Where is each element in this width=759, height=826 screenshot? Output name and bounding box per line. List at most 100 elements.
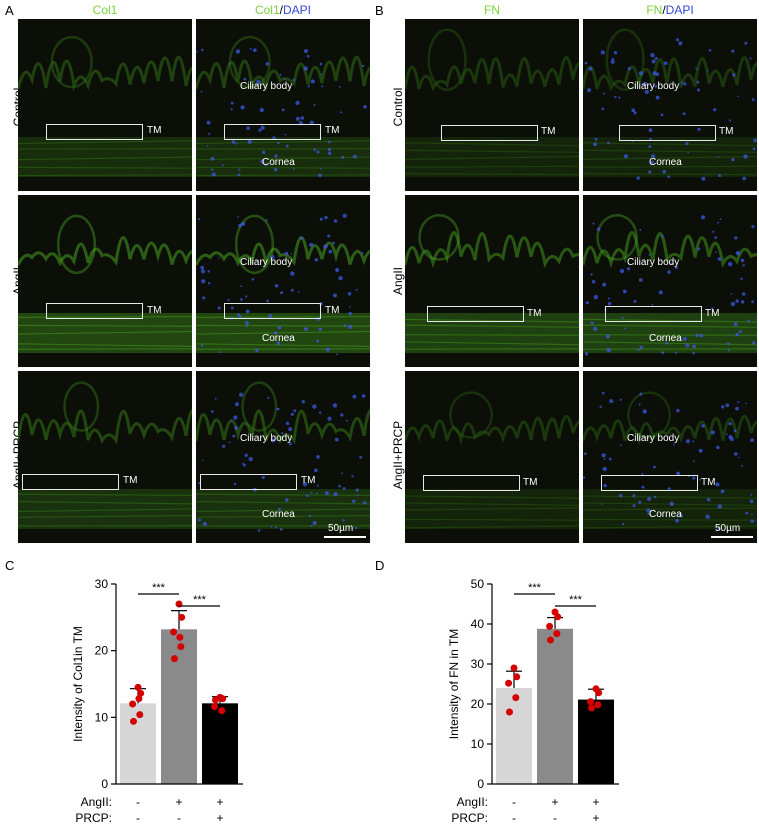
tm-label: TM bbox=[147, 125, 162, 136]
cornea-label: Cornea bbox=[649, 157, 682, 168]
col-header-b2-slash: / bbox=[662, 3, 666, 17]
bar-angii bbox=[161, 629, 197, 784]
y-axis-label: Intensity of Col1in TM bbox=[71, 626, 85, 742]
factor-value: - bbox=[177, 811, 181, 824]
tm-roi-box bbox=[605, 306, 702, 322]
ciliary-body-label: Ciliary body bbox=[627, 257, 680, 268]
factor-label: PRCP: bbox=[75, 811, 112, 824]
tm-label: TM bbox=[523, 477, 538, 488]
data-point bbox=[553, 630, 561, 638]
tm-label: TM bbox=[705, 308, 720, 319]
bar-angii bbox=[537, 628, 573, 784]
tm-roi-box bbox=[200, 474, 297, 490]
data-point bbox=[130, 717, 137, 725]
micrograph-fn-control: TM bbox=[405, 19, 579, 191]
factor-value: + bbox=[216, 795, 223, 809]
col-header-b2-part: DAPI bbox=[665, 3, 694, 17]
col-header-a1: Col1 bbox=[18, 3, 192, 17]
y-tick-label: 10 bbox=[471, 737, 485, 751]
col-header-a2-part: DAPI bbox=[283, 3, 312, 17]
micrograph-fn-angii-prcp: TM bbox=[405, 371, 579, 543]
factor-value: + bbox=[592, 811, 599, 824]
tm-roi-box bbox=[427, 306, 524, 322]
data-point bbox=[588, 704, 595, 712]
col-header-b2: FN/DAPI bbox=[583, 3, 757, 17]
tissue-image bbox=[18, 214, 192, 353]
tm-roi-box bbox=[46, 303, 143, 319]
scale-bar bbox=[324, 536, 366, 538]
col-header-a2-part: Col1 bbox=[254, 3, 280, 17]
cornea-label: Cornea bbox=[649, 509, 682, 520]
factor-value: + bbox=[216, 811, 223, 824]
data-point bbox=[510, 664, 518, 672]
significance-label: *** bbox=[528, 582, 542, 594]
y-tick-label: 20 bbox=[471, 697, 485, 711]
bar-angii-prcp bbox=[202, 703, 238, 784]
micrograph-fn-dapi-control: TM Ciliary body Cornea bbox=[583, 19, 757, 191]
col-header-b2-part: FN bbox=[646, 3, 663, 17]
tissue-image bbox=[405, 28, 579, 177]
data-point bbox=[547, 636, 554, 644]
data-point bbox=[218, 707, 226, 715]
tm-roi-box bbox=[423, 475, 520, 491]
significance-label: *** bbox=[152, 582, 166, 594]
row-label-b-control: Control bbox=[391, 87, 405, 127]
ciliary-body-label: Ciliary body bbox=[240, 433, 293, 444]
panel-letter-a: A bbox=[5, 3, 14, 18]
factor-value: - bbox=[512, 795, 516, 809]
factor-label: PRCP: bbox=[451, 811, 488, 824]
micrograph-col1-dapi-angii: TM Ciliary body Cornea bbox=[196, 195, 370, 367]
data-point bbox=[546, 622, 554, 630]
ciliary-body-label: Ciliary body bbox=[627, 433, 680, 444]
data-point bbox=[513, 673, 521, 681]
data-point bbox=[219, 695, 227, 703]
data-point bbox=[134, 683, 142, 691]
tissue-image bbox=[196, 381, 370, 532]
bar-angii-prcp bbox=[578, 699, 614, 784]
y-tick-label: 20 bbox=[95, 644, 109, 658]
micrograph-fn-dapi-angii: TM Ciliary body Cornea bbox=[583, 195, 757, 367]
y-tick-label: 10 bbox=[95, 710, 109, 724]
panel-letter-b: B bbox=[375, 3, 384, 18]
data-point bbox=[512, 694, 520, 702]
micrograph-col1-dapi-angii-prcp: TM Ciliary body Cornea 50µm bbox=[196, 371, 370, 543]
scale-bar bbox=[711, 536, 753, 538]
data-point bbox=[171, 655, 178, 663]
data-point bbox=[212, 696, 219, 704]
data-point bbox=[506, 708, 513, 716]
cornea-label: Cornea bbox=[262, 333, 295, 344]
tm-roi-box bbox=[601, 475, 698, 491]
tm-label: TM bbox=[301, 475, 316, 486]
factor-value: + bbox=[175, 795, 182, 809]
tm-label: TM bbox=[527, 308, 542, 319]
factor-value: - bbox=[553, 811, 557, 824]
y-axis-label: Intensity of FN in TM bbox=[447, 629, 461, 739]
data-point bbox=[170, 628, 178, 636]
bar-control bbox=[496, 688, 532, 784]
tm-label: TM bbox=[123, 475, 138, 486]
cornea-label: Cornea bbox=[649, 333, 682, 344]
tissue-image bbox=[583, 213, 757, 356]
data-point bbox=[177, 643, 185, 651]
data-point bbox=[135, 695, 143, 703]
tm-roi-box bbox=[224, 124, 321, 140]
data-point bbox=[176, 633, 184, 641]
data-point bbox=[137, 689, 145, 697]
tm-label: TM bbox=[325, 125, 340, 136]
cornea-label: Cornea bbox=[262, 157, 295, 168]
tissue-image bbox=[583, 391, 757, 531]
row-label-b-angii: AngII bbox=[391, 266, 405, 296]
factor-value: - bbox=[136, 811, 140, 824]
panel-letter-c: C bbox=[5, 558, 15, 573]
tm-label: TM bbox=[147, 305, 162, 316]
data-point bbox=[129, 700, 137, 708]
micrograph-col1-dapi-control: TM Ciliary body Cornea bbox=[196, 19, 370, 191]
data-point bbox=[587, 698, 595, 706]
data-point bbox=[178, 613, 186, 621]
y-tick-label: 30 bbox=[471, 657, 485, 671]
tm-label: TM bbox=[701, 477, 716, 488]
data-point bbox=[594, 701, 602, 709]
col-header-b1-part: FN bbox=[484, 3, 500, 17]
micrograph-col1-control: TM bbox=[18, 19, 192, 191]
significance-label: *** bbox=[193, 594, 207, 606]
